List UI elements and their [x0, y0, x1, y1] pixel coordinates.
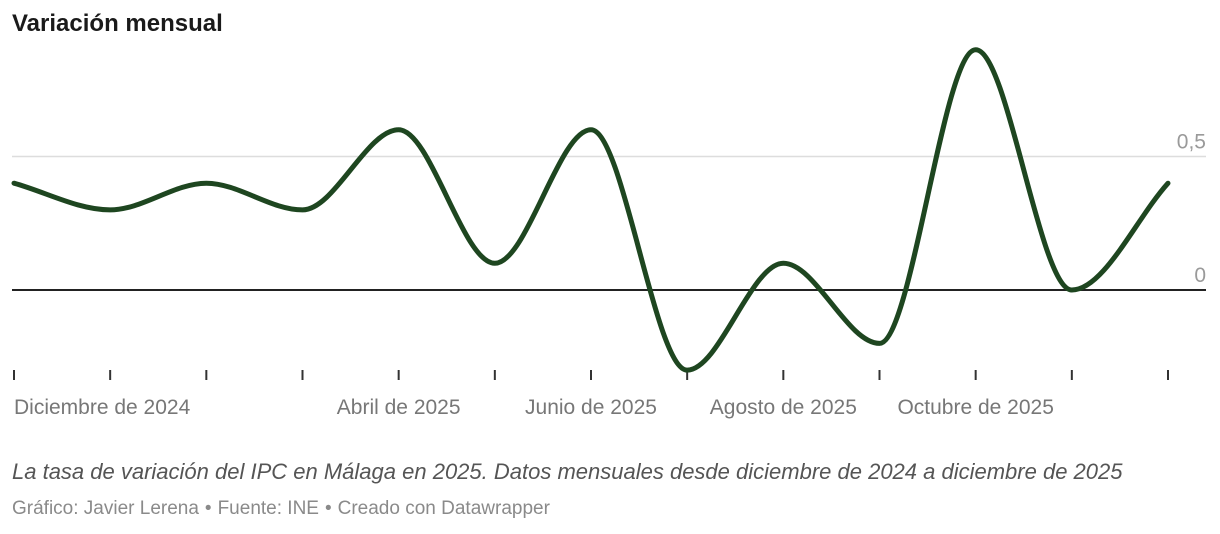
- data-points: [12, 47, 1171, 372]
- x-tick-label: Abril de 2025: [337, 396, 461, 419]
- chart-title: Variación mensual: [12, 10, 223, 37]
- y-tick-label: 0: [1194, 264, 1206, 287]
- x-tick-label: Agosto de 2025: [710, 396, 857, 419]
- chart-caption: La tasa de variación del IPC en Málaga e…: [12, 459, 1123, 484]
- series-line: [11, 47, 1171, 373]
- credit-author: Gráfico: Javier Lerena: [12, 498, 199, 519]
- credit-separator: •: [204, 498, 212, 519]
- line-chart: 0,50 Diciembre de 2024 Abril de 2025 Junio…: [11, 47, 1206, 419]
- credit-separator: •: [324, 498, 332, 519]
- y-tick-label: 0,5: [1177, 131, 1206, 154]
- credit-created-with: Creado con Datawrapper: [337, 498, 550, 519]
- series-layer: [11, 47, 1171, 373]
- x-axis-ticks: Diciembre de 2024 Abril de 2025 Junio de 2…: [13, 370, 1169, 419]
- chart-credits: Gráfico: Javier Lerena • Fuente: INE • Cread…: [12, 498, 550, 520]
- x-tick-label: Diciembre de 2024: [14, 396, 191, 419]
- credit-source: Fuente: INE: [217, 498, 319, 519]
- x-tick-label: Junio de 2025: [525, 396, 657, 419]
- y-axis-ticks: 0,50: [1177, 131, 1206, 288]
- x-tick-label: Octubre de 2025: [897, 396, 1053, 419]
